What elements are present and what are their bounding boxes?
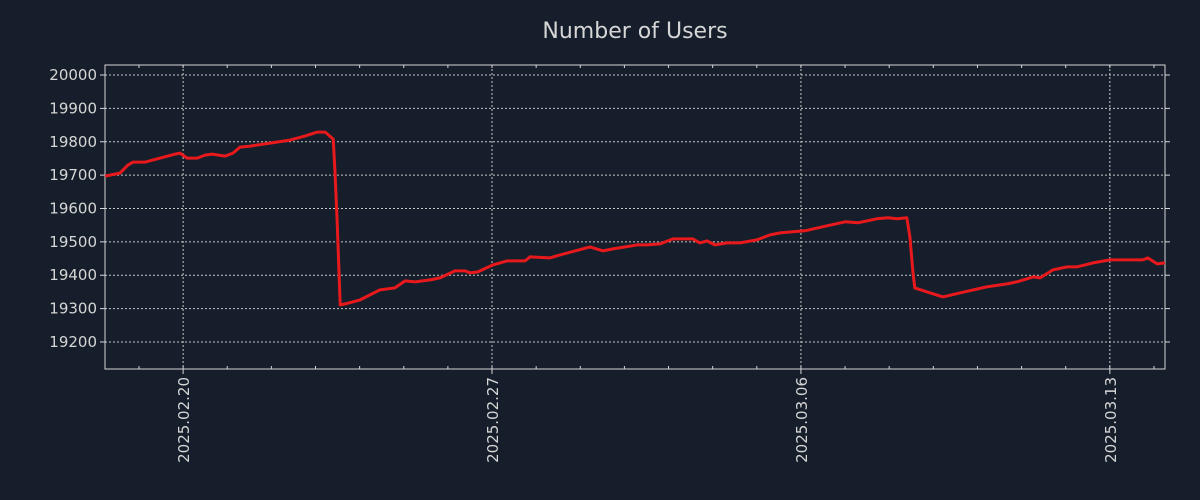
x-tick-label: 2025.02.27: [484, 377, 502, 463]
series-line: [104, 130, 1166, 307]
y-tick-label: 19400: [49, 266, 97, 284]
series: [104, 130, 1166, 307]
plot-frame: [104, 64, 1166, 370]
y-tick-label: 19900: [49, 99, 97, 117]
axes: 19200 19300 19400 19500 19600 19700 19800 19900…: [49, 64, 1170, 463]
y-tick-label: 19300: [49, 300, 97, 318]
grid: [105, 65, 1165, 369]
y-tick-label: 19700: [49, 166, 97, 184]
x-tick-label: 2025.02.20: [175, 377, 193, 463]
y-tick-label: 19800: [49, 133, 97, 151]
y-tick-label: 20000: [49, 66, 97, 84]
y-tick-label: 19500: [49, 233, 97, 251]
x-tick-label: 2025.03.06: [793, 377, 811, 463]
chart-title: Number of Users: [542, 19, 727, 44]
y-tick-label: 19200: [49, 333, 97, 351]
y-tick-label: 19600: [49, 199, 97, 217]
x-tick-label: 2025.03.13: [1102, 377, 1120, 463]
